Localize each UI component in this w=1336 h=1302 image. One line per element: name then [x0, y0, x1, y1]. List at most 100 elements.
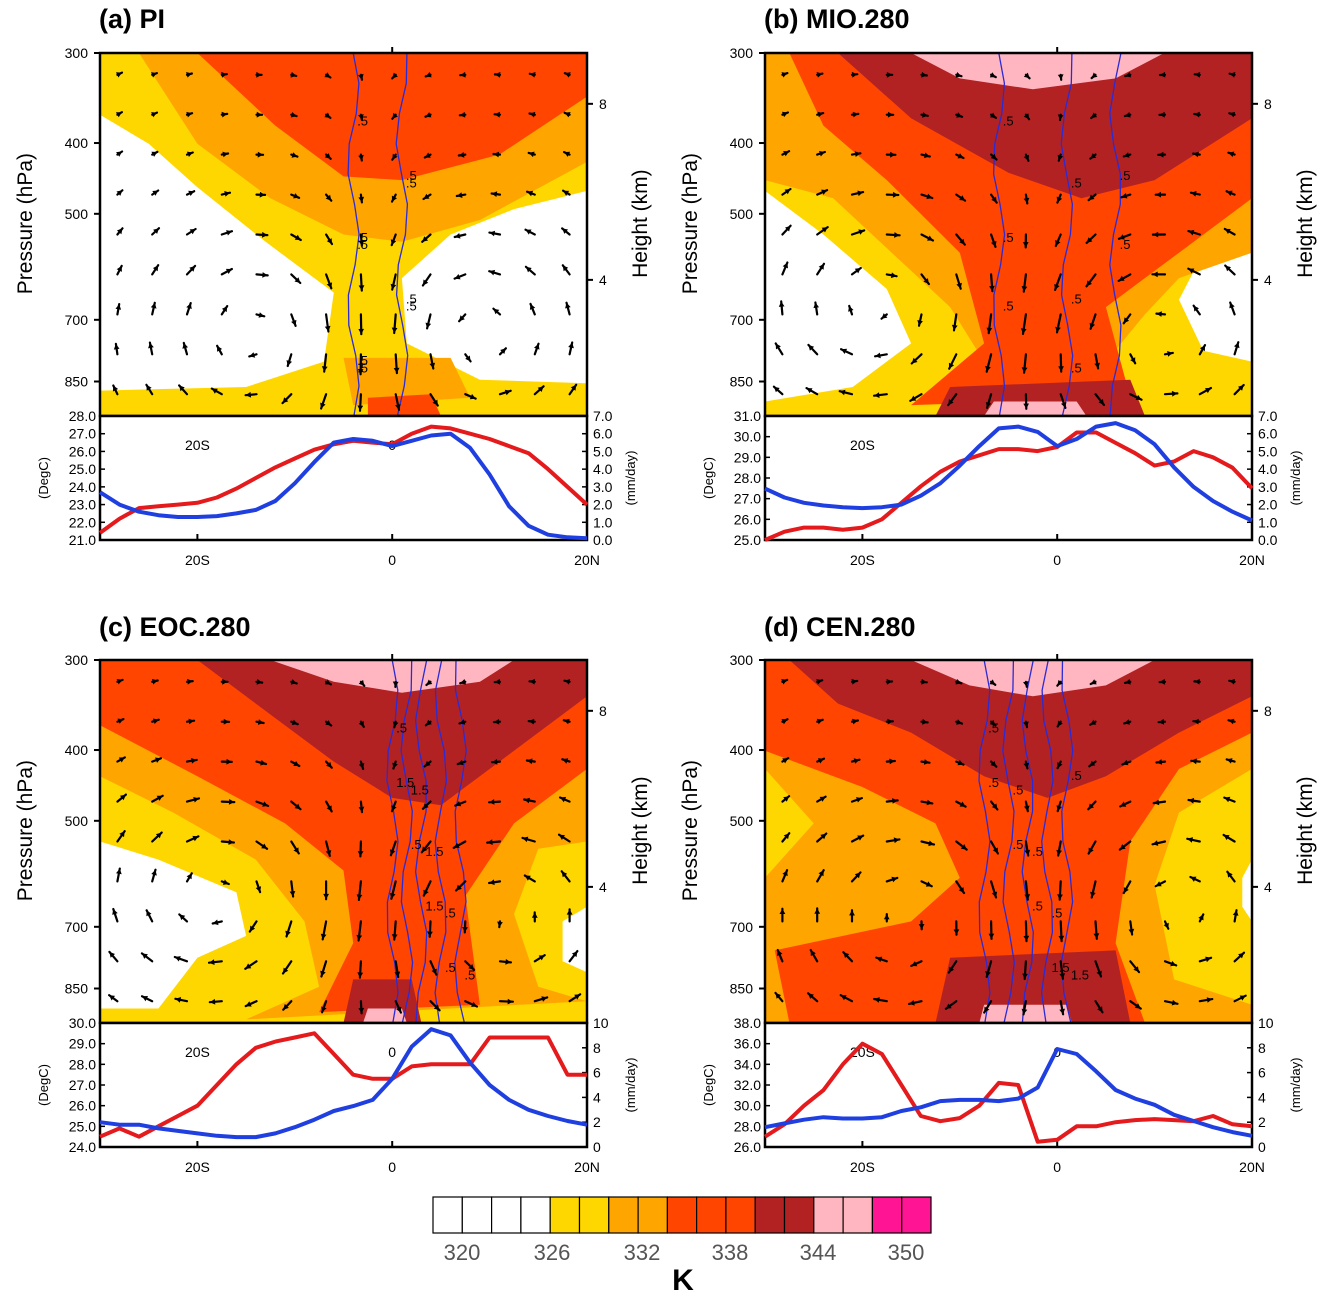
contour-label: .5: [445, 960, 456, 975]
precip-tick-label: 8: [1258, 1040, 1266, 1056]
wind-vector-head: [257, 151, 264, 158]
wind-vector-head: [1228, 151, 1235, 157]
wind-vector-head: [918, 924, 925, 930]
wind-vector-head: [324, 72, 331, 78]
wind-vector-head: [155, 832, 162, 839]
colorbar-box: [754, 1196, 786, 1234]
wind-vector-head: [291, 152, 298, 158]
wind-vector-head: [221, 71, 227, 78]
temp-tick-label: 24.0: [69, 1139, 96, 1155]
wind-vector-head: [562, 228, 568, 234]
wind-vector-head: [984, 1006, 990, 1013]
wind-vector-head: [783, 796, 790, 802]
height-axis-label: Height (km): [1294, 169, 1317, 278]
wind-vector-head: [392, 72, 398, 79]
x-tick-label: 20S: [850, 1159, 875, 1175]
wind-vector-head: [256, 111, 262, 118]
wind-vector-head: [389, 849, 396, 856]
wind-vector-head: [1123, 317, 1130, 324]
wind-vector-head: [179, 385, 185, 392]
wind-vector-head: [928, 840, 934, 847]
precip-tick-label: 4: [1258, 1089, 1266, 1105]
wind-vector-head: [193, 797, 199, 803]
wind-vector-head: [1159, 71, 1166, 78]
precip-tick-label: 10: [593, 1015, 609, 1031]
wind-vector-head: [493, 151, 500, 158]
wind-vector-head: [1226, 758, 1233, 764]
wind-vector-head: [293, 761, 300, 766]
theta-band: [911, 53, 1165, 90]
wind-vector-head: [426, 679, 433, 685]
wind-vector-head: [395, 404, 401, 410]
lower-section: 31.0 30.0 29.0 28.0 27.0 26.0 25.0 7.0 6.05.0 4.0…: [701, 408, 1303, 568]
colorbar-tick-0: 320: [443, 1240, 481, 1265]
cloud-contour: [1040, 660, 1054, 1023]
colorbar-box: [842, 1196, 874, 1234]
wind-vector-head: [153, 718, 159, 724]
wind-vector-head: [392, 721, 399, 728]
theta-band: [100, 841, 247, 1009]
pressure-tick-label: 700: [65, 919, 89, 935]
wind-vector-head: [1188, 268, 1195, 274]
wind-vector-head: [249, 925, 256, 932]
wind-vector-head: [782, 758, 789, 764]
wind-vector-head: [1098, 398, 1104, 405]
wind-vector-head: [358, 114, 364, 120]
wind-vector-head: [1096, 970, 1102, 977]
wind-vector-head: [186, 151, 193, 157]
wind-vector-head: [429, 362, 436, 369]
wind-vector-head: [422, 279, 429, 286]
theta-band: [270, 660, 514, 693]
wind-vector-head: [1187, 837, 1193, 843]
wind-vector-head: [1120, 801, 1127, 807]
cloud-contour: [454, 660, 467, 1023]
wind-vector-head: [1170, 960, 1177, 967]
contour-label: .5: [357, 230, 368, 245]
wind-vector-head: [493, 718, 500, 725]
wind-vector-head: [1023, 72, 1030, 79]
colorbar: [432, 1196, 932, 1234]
wind-vector-head: [396, 1006, 402, 1013]
temp-tick-label: 28.0: [69, 1056, 96, 1072]
wind-vector-head: [494, 678, 501, 685]
wind-vector-head: [222, 879, 229, 885]
wind-vector-head: [893, 837, 900, 844]
wind-vector-head: [848, 305, 854, 312]
precip-axis-label: (mm/day): [1288, 1058, 1303, 1113]
wind-vector-head: [228, 799, 235, 805]
wind-vector-head: [992, 847, 998, 854]
wind-vector-head: [883, 914, 890, 920]
temp-tick-label: 24.0: [69, 479, 96, 495]
inner-label: 20S: [850, 437, 875, 453]
inner-label: 20S: [185, 1044, 210, 1060]
wind-vector-head: [890, 151, 896, 158]
wind-vector-head: [489, 230, 496, 237]
wind-vector-head: [1118, 234, 1125, 240]
wind-vector-head: [115, 304, 122, 310]
precip-tick-label: 0: [1258, 1139, 1266, 1155]
wind-vector-head: [1152, 840, 1159, 846]
wind-vector-head: [325, 720, 332, 726]
wind-vector-head: [141, 953, 148, 959]
wind-vector-head: [528, 151, 535, 158]
pressure-tick-label: 850: [65, 374, 89, 390]
wind-vector-head: [1057, 762, 1063, 769]
wind-vector-head: [524, 797, 530, 804]
precip-tick-label: 2.0: [1258, 497, 1278, 513]
precip-tick-label: 6.0: [593, 426, 613, 442]
wind-vector-head: [892, 191, 899, 198]
wind-vector-head: [1152, 231, 1159, 238]
wind-vector-head: [1224, 796, 1231, 803]
wind-vector-head: [991, 891, 998, 898]
colorbar-box: [490, 1196, 522, 1234]
lower-section: 38.0 36.0 34.0 32.0 30.0 28.0 26.0 10 8 6 4 2 0 (DegC…: [701, 1015, 1303, 1175]
colorbar-box: [432, 1196, 463, 1234]
wind-vector-head: [921, 678, 927, 685]
wind-vector-head: [1238, 952, 1244, 959]
cloud-contours: .5 .5 .5 .5 .5 .5 .5 .5: [992, 53, 1130, 416]
wind-vector-head: [1056, 849, 1062, 856]
theta-band: [100, 114, 334, 391]
lower-frame: [98, 414, 589, 542]
wind-vector-head: [991, 803, 998, 810]
wind-vector-head: [1020, 328, 1027, 334]
